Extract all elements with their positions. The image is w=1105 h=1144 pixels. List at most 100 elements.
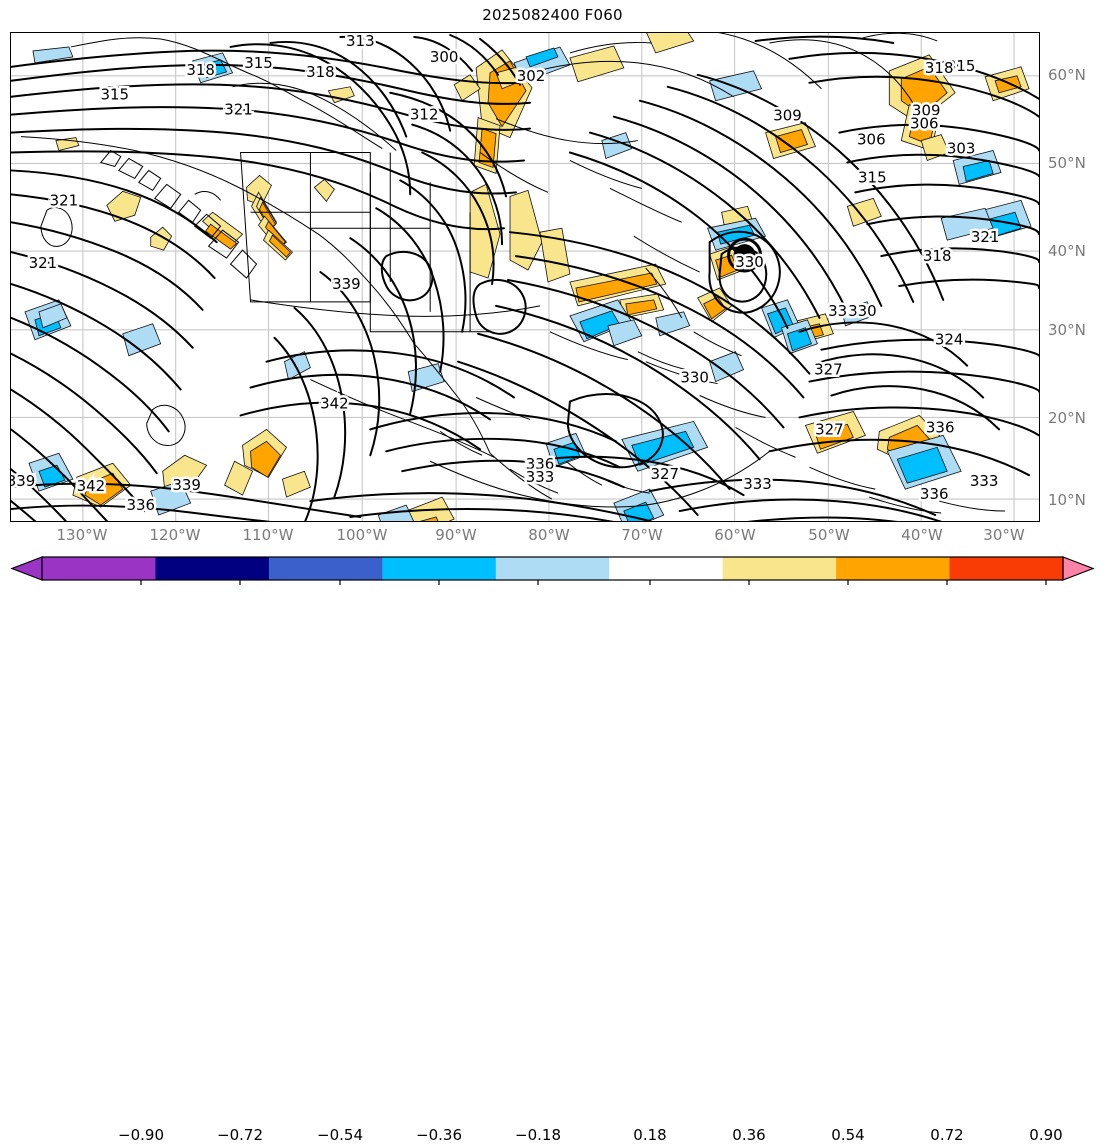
contour-label: 321	[50, 191, 79, 209]
contour-label-halo: 330	[735, 253, 764, 271]
contour-label-halo: 315	[101, 86, 130, 104]
contour-label-halo: 333	[743, 475, 772, 493]
colorbar-tick-label: 0.18	[633, 1126, 667, 1144]
contour-label: 302	[517, 67, 546, 85]
contour-label-halo: 333	[526, 468, 555, 486]
contour-label-halo: 321	[971, 228, 1000, 246]
colorbar-tick-label: 0.54	[831, 1126, 865, 1144]
contour-label-halo: 312	[410, 106, 439, 124]
colorbar-tick-label: −0.18	[515, 1126, 561, 1144]
contour-label: 333	[828, 302, 857, 320]
x-tick-label: 30°W	[983, 526, 1025, 544]
contour-label: 321	[224, 101, 253, 119]
contour-label-halo: 327	[814, 361, 843, 379]
colorbar-segment[interactable]	[268, 557, 383, 580]
contour-label: 327	[814, 361, 843, 379]
contour-label: 318	[923, 247, 952, 265]
contour-label: 318	[925, 59, 954, 77]
contour-label-halo: 318	[186, 61, 215, 79]
contour-label-halo: 306	[910, 115, 939, 133]
colorbar-over-arrow	[1062, 556, 1095, 581]
colorbar-tick-label: −0.90	[118, 1126, 164, 1144]
colorbar-segment[interactable]	[722, 557, 837, 580]
contour-label: 306	[857, 131, 886, 149]
contour-label: 309	[773, 107, 802, 125]
colorbar-segment[interactable]	[609, 557, 724, 580]
y-tick-label: 20°N	[1048, 409, 1086, 427]
x-tick-label: 120°W	[149, 526, 201, 544]
colorbar-tick-label: −0.36	[416, 1126, 462, 1144]
contour-label-halo: 339	[332, 275, 361, 293]
y-tick-label: 10°N	[1048, 491, 1086, 509]
contour-label-halo: 324	[935, 331, 964, 349]
contour-label-halo: 318	[923, 247, 952, 265]
colorbar-segment[interactable]	[949, 557, 1064, 580]
colorbar-tick-label: −0.54	[317, 1126, 363, 1144]
contour-label: 324	[935, 331, 964, 349]
colorbar-segment[interactable]	[836, 557, 951, 580]
contour-label: 330	[735, 253, 764, 271]
contour-label: 315	[947, 57, 976, 75]
colorbar-segment[interactable]	[382, 557, 497, 580]
page-title: 2025082400 F060	[482, 6, 623, 24]
contour-label: 318	[186, 61, 215, 79]
contour-label-halo: 333	[970, 472, 999, 490]
x-tick-label: 50°W	[808, 526, 850, 544]
contour-label: 309	[912, 102, 941, 120]
contour-label-halo: 342	[77, 477, 106, 495]
contour-label-halo: 336	[920, 485, 949, 503]
colorbar-swatches[interactable]	[0, 548, 1105, 588]
colorbar-tick-label: 0.90	[1029, 1126, 1063, 1144]
colorbar-segment[interactable]	[42, 557, 157, 580]
contour-label: 333	[970, 472, 999, 490]
contour-label-halo: 327	[815, 420, 844, 438]
contour-label: 339	[11, 472, 35, 490]
contour-label-halo: 306	[857, 131, 886, 149]
contour-label-halo: 313	[346, 33, 375, 50]
contour-label-halo: 315	[947, 57, 976, 75]
contour-label: 315	[858, 168, 887, 186]
contour-label: 333	[526, 468, 555, 486]
contour-label-halo: 321	[224, 101, 253, 119]
cyclone-center-marker	[727, 237, 763, 273]
colorbar-segment[interactable]	[155, 557, 270, 580]
contour-label: 330	[680, 369, 709, 387]
contour-label: 315	[101, 86, 130, 104]
colorbar[interactable]: −0.90 −0.72 −0.54 −0.36 −0.18 0.18 0.36 0.54 0.7…	[0, 548, 1105, 1144]
contour-label: 315	[244, 54, 273, 72]
contour-label: 321	[971, 228, 1000, 246]
y-tick-label: 60°N	[1048, 66, 1086, 84]
contour-label-halo: 321	[50, 191, 79, 209]
contour-label: 300	[430, 48, 459, 66]
colorbar-tick-label: 0.36	[732, 1126, 766, 1144]
contour-label: 303	[947, 140, 976, 158]
x-tick-label: 110°W	[242, 526, 294, 544]
contour-label: 336	[526, 455, 555, 473]
colorbar-tick-label: −0.72	[217, 1126, 263, 1144]
contour-label-halo: 315	[244, 54, 273, 72]
colorbar-under-arrow	[10, 556, 43, 581]
colorbar-segment[interactable]	[495, 557, 610, 580]
contour-label-halo: 309	[773, 107, 802, 125]
y-tick-label: 30°N	[1048, 321, 1086, 339]
contour-label: 306	[910, 115, 939, 133]
contour-label-halo: 336	[926, 418, 955, 436]
contour-label: 321	[29, 254, 58, 272]
contour-label-halo: 336	[526, 455, 555, 473]
contour-label-halo: 318	[306, 63, 335, 81]
x-tick-label: 70°W	[621, 526, 663, 544]
contour-label-halo: 315	[858, 168, 887, 186]
contour-label-halo: 333	[828, 302, 857, 320]
contour-label-halo: 342	[320, 394, 349, 412]
map-plot-area[interactable]: 313 313 300 300 315 315 318 318 318 318 302 302 315 3…	[10, 32, 1040, 522]
contour-label: 339	[172, 476, 201, 494]
contour-label-halo: 318	[925, 59, 954, 77]
contour-label: 327	[650, 465, 679, 483]
colorbar-tick-label: 0.72	[930, 1126, 964, 1144]
colorbar-outline	[41, 556, 1064, 581]
contour-label: 318	[306, 63, 335, 81]
x-tick-label: 130°W	[56, 526, 108, 544]
x-tick-label: 60°W	[714, 526, 756, 544]
